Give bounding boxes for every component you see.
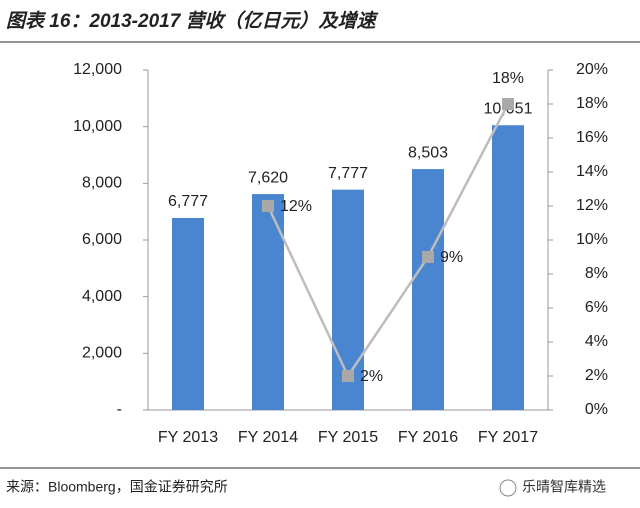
line-value-label: 12% [280,198,312,215]
line-marker [342,370,354,382]
y-tick-label: 2,000 [82,345,122,362]
x-tick-label: FY 2014 [238,429,298,446]
x-tick-label: FY 2017 [478,429,538,446]
y2-tick-label: 16% [576,129,608,146]
y2-tick-label: 10% [576,231,608,248]
x-tick-label: FY 2013 [158,429,218,446]
y-tick-label: 10,000 [73,118,122,135]
y2-tick-label: 18% [576,95,608,112]
y2-tick-label: 6% [585,299,608,316]
line-value-label: 18% [492,70,524,87]
bar [412,169,444,410]
y2-tick-label: 8% [585,265,608,282]
line-marker [422,251,434,263]
y-tick-label: - [117,401,122,418]
bar-value-label: 6,777 [168,193,208,210]
line-value-label: 2% [360,368,383,385]
y-tick-label: 4,000 [82,288,122,305]
line-value-label: 9% [440,249,463,266]
y2-tick-label: 0% [585,401,608,418]
watermark: 乐晴智库精选 [522,479,606,495]
watermark-icon [499,479,517,497]
bar [252,194,284,410]
y2-tick-label: 4% [585,333,608,350]
bar [172,217,204,410]
line-marker [262,200,274,212]
bar-value-label: 7,777 [328,165,368,182]
line-marker [502,98,514,110]
y-tick-label: 6,000 [82,231,122,248]
y2-tick-label: 2% [585,367,608,384]
bar-value-label: 8,503 [408,144,448,161]
y-tick-label: 8,000 [82,175,122,192]
y2-tick-label: 14% [576,163,608,180]
source: 来源：Bloomberg，国金证券研究所 [6,479,228,495]
y-tick-label: 12,000 [73,61,122,78]
bar [492,125,524,410]
x-tick-label: FY 2016 [398,429,458,446]
chart-title: 图表 16：2013-2017 营收（亿日元）及增速 [6,10,379,32]
bar-value-label: 7,620 [248,169,288,186]
line [266,103,510,379]
y2-tick-label: 20% [576,61,608,78]
y2-tick-label: 12% [576,197,608,214]
x-tick-label: FY 2015 [318,429,378,446]
